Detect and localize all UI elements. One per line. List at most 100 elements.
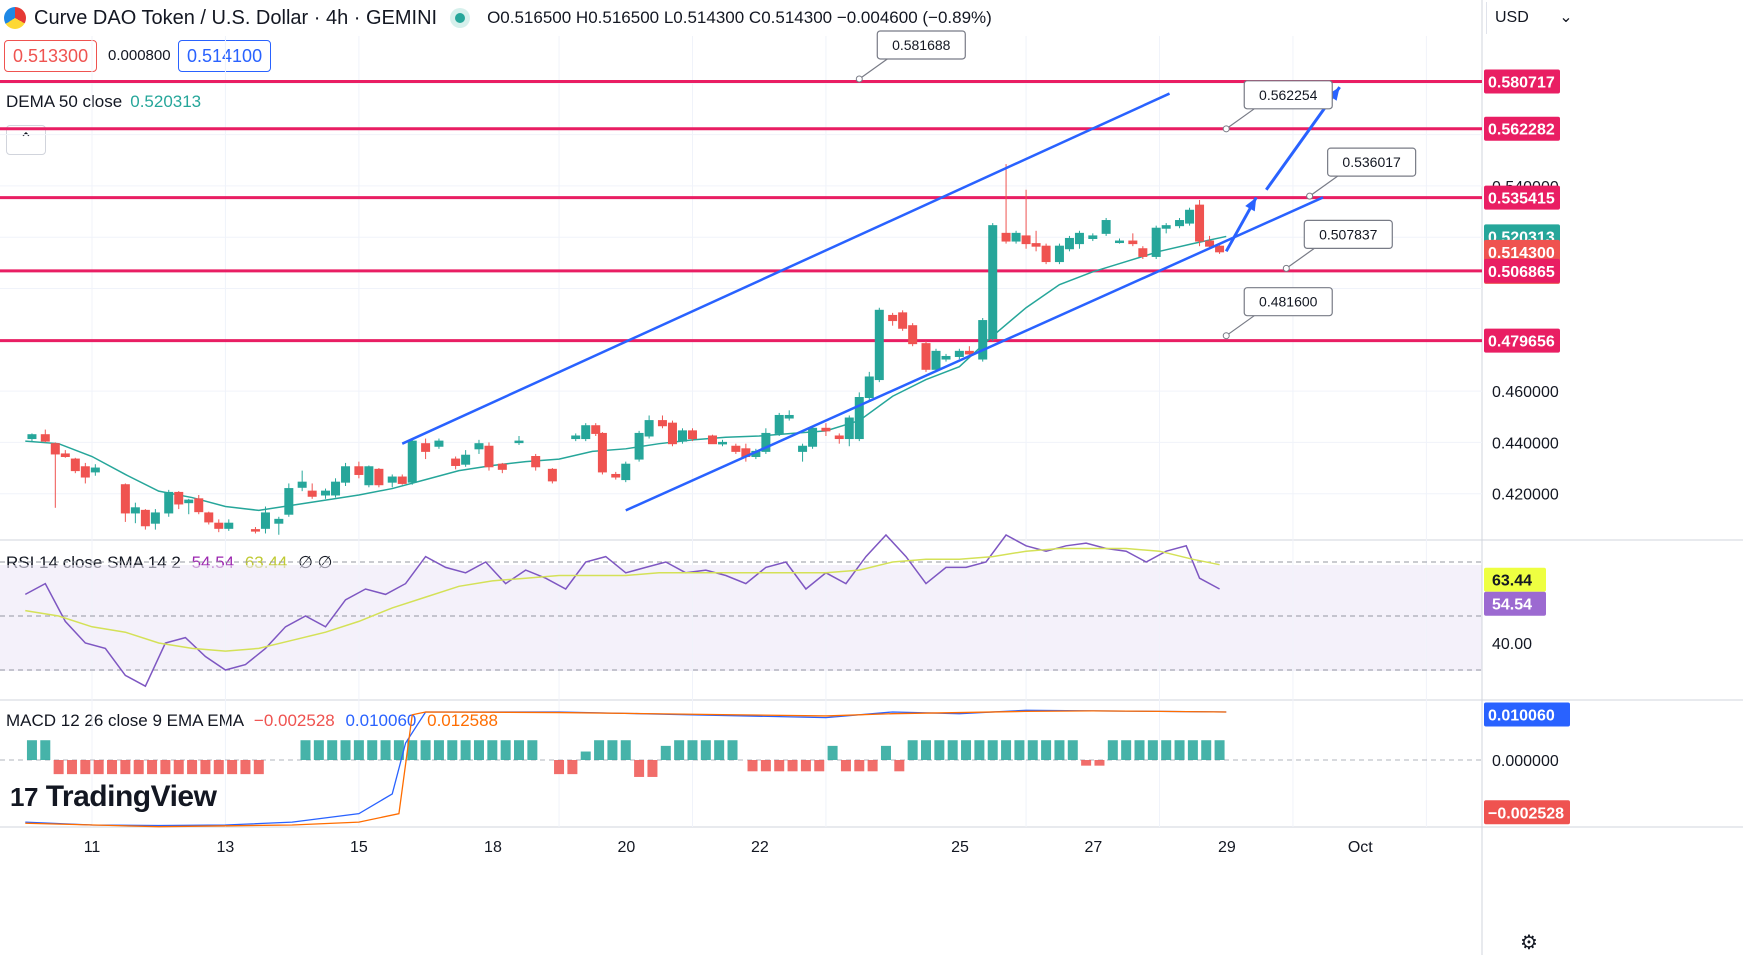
time-tick-label: 22 xyxy=(751,839,769,856)
macd-hist-bar xyxy=(647,760,658,777)
macd-hist-bar xyxy=(447,740,458,760)
candle-body xyxy=(1128,240,1138,245)
callout-pointer xyxy=(1285,247,1315,269)
candle-body xyxy=(707,435,717,445)
price-label-bg xyxy=(1484,185,1560,210)
candle-body xyxy=(657,420,667,427)
candle-body xyxy=(611,473,621,478)
candle-body xyxy=(451,458,461,466)
candle-body xyxy=(784,414,794,419)
candle-body xyxy=(260,512,270,529)
macd-value-label: −0.002528 xyxy=(1488,805,1564,822)
callout-text: 0.581688 xyxy=(892,37,951,53)
channel-line xyxy=(625,196,1324,512)
candle-body xyxy=(1185,209,1195,224)
candle-body xyxy=(1088,235,1098,239)
candle-body xyxy=(1161,225,1171,229)
macd-hist-bar xyxy=(947,740,958,760)
candle-body xyxy=(921,343,931,370)
candle-body xyxy=(677,430,687,442)
price-label: 0.562282 xyxy=(1488,122,1555,139)
dema-value: 0.520313 xyxy=(130,92,202,111)
macd-hist-bar xyxy=(1214,740,1225,760)
gear-icon[interactable]: ⚙ xyxy=(1520,932,1538,954)
macd-signal-line xyxy=(25,710,1227,828)
macd-hist-bar xyxy=(1201,740,1212,760)
candle-body xyxy=(898,312,908,329)
candle-body xyxy=(1175,220,1185,227)
candle-body xyxy=(687,430,697,440)
macd-hist-bar xyxy=(660,745,671,760)
candle-body xyxy=(284,488,294,515)
callout-box xyxy=(1303,219,1393,249)
macd-hist-bar xyxy=(300,740,311,760)
candle-body xyxy=(497,463,507,470)
callout-box xyxy=(876,30,966,60)
collapse-legend-button[interactable]: ⌃ xyxy=(6,125,46,155)
price-label: 0.514300 xyxy=(1488,245,1555,262)
macd-hist-bar xyxy=(514,740,525,760)
macd-hist-bar xyxy=(367,740,378,760)
macd-hist-bar xyxy=(727,740,738,760)
macd-hist-bar xyxy=(567,760,578,775)
macd-hist-bar xyxy=(894,760,905,772)
callout-anchor xyxy=(1222,125,1230,133)
macd-hist-bar xyxy=(934,740,945,760)
symbol-title[interactable]: Curve DAO Token / U.S. Dollar · 4h · GEM… xyxy=(34,6,438,29)
macd-hist-bar xyxy=(1147,740,1158,760)
candle-body xyxy=(1074,232,1084,245)
price-label-bg xyxy=(1484,69,1560,94)
macd-hist-bar xyxy=(1041,740,1052,760)
callout-box xyxy=(1243,80,1333,110)
macd-hist-bar xyxy=(1027,740,1038,760)
candle-body xyxy=(581,425,591,440)
macd-hist-bar xyxy=(1014,740,1025,760)
rsi-line xyxy=(24,533,1220,688)
rsi-value-label: 54.54 xyxy=(1492,597,1532,614)
spread-value: 0.000800 xyxy=(108,46,171,64)
price-label-bg xyxy=(1484,116,1560,141)
sell-button[interactable]: 0.513300 xyxy=(4,40,98,72)
macd-line-value: 0.010060 xyxy=(345,711,417,730)
candle-body xyxy=(731,445,741,452)
macd-hist-bar xyxy=(1067,740,1078,760)
macd-hist-bar xyxy=(66,760,77,775)
callout-text: 0.507837 xyxy=(1319,226,1378,242)
callout-anchor xyxy=(1306,192,1314,200)
macd-hist-bar xyxy=(107,760,118,775)
macd-hist-bar xyxy=(700,740,711,760)
macd-hist-bar xyxy=(420,740,431,760)
time-tick-label: 18 xyxy=(484,839,502,856)
candle-body xyxy=(1054,245,1064,263)
candle-body xyxy=(461,454,471,465)
callout-pointer xyxy=(858,58,888,80)
macd-hist-bar xyxy=(774,760,785,772)
candle-body xyxy=(1151,227,1161,257)
macd-hist-bar xyxy=(714,740,725,760)
currency-label: USD xyxy=(1495,9,1529,26)
time-tick-label: 27 xyxy=(1085,839,1103,856)
candle-body xyxy=(1215,245,1225,253)
macd-hist-bar xyxy=(1134,740,1145,760)
macd-hist-bar xyxy=(1094,760,1105,766)
candle-body xyxy=(194,498,204,513)
macd-hist-bar xyxy=(674,740,685,760)
macd-hist-bar xyxy=(26,740,37,760)
macd-hist-bar xyxy=(800,760,811,772)
macd-hist-bar xyxy=(527,740,538,760)
macd-value-label: 0.010060 xyxy=(1488,707,1555,724)
tradingview-logo: 17 TradingView xyxy=(10,780,217,813)
macd-hist-bar xyxy=(747,760,758,772)
macd-hist-bar xyxy=(133,760,144,775)
macd-hist-bar xyxy=(620,740,631,760)
callout-anchor xyxy=(1282,264,1290,272)
macd-hist-bar xyxy=(407,740,418,760)
arrow-head xyxy=(1327,87,1340,101)
buy-button[interactable]: 0.514100 xyxy=(178,40,272,72)
candle-body xyxy=(718,441,728,445)
dema-line xyxy=(25,235,1227,512)
dema-label: DEMA 50 close xyxy=(6,92,123,111)
currency-selector[interactable]: USD ⌄ xyxy=(1486,2,1575,34)
macd-hist-bar xyxy=(1187,740,1198,760)
